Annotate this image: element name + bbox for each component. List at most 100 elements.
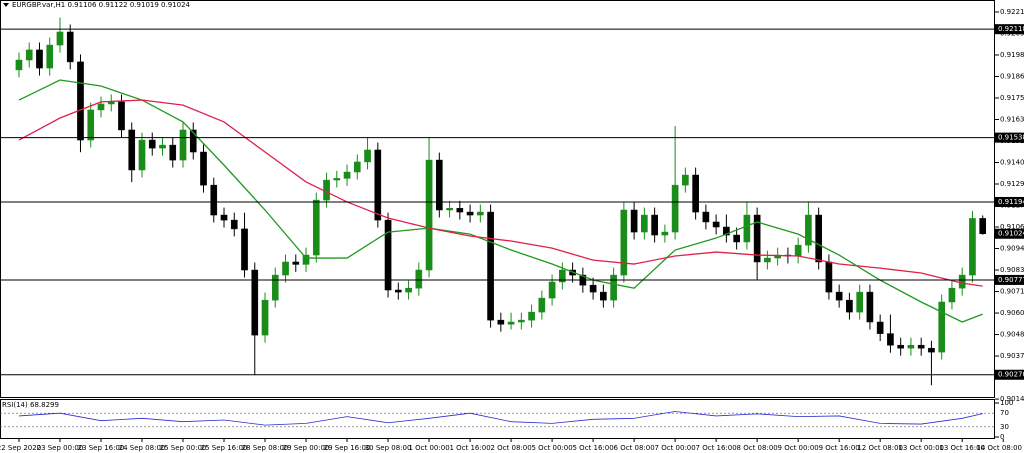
rsi-y-tick-label: 0 [1000, 433, 1004, 441]
candle-body [815, 214, 822, 263]
candle-body [753, 214, 761, 263]
candle-body [425, 159, 433, 271]
level-label: 0.91538 [998, 134, 1024, 142]
x-tick-label: 6 Oct 08:00 [614, 444, 655, 452]
candle-body [56, 31, 64, 46]
candle-body [364, 149, 371, 163]
candle-body [323, 179, 330, 201]
x-tick-label: 1 Oct 00:00 [408, 444, 449, 452]
candle-body [497, 319, 505, 325]
x-tick-label: 29 Sep 00:00 [283, 444, 330, 452]
x-tick-label: 22 Sep 2020 [0, 444, 41, 452]
candle-body [958, 274, 966, 289]
candle-body [548, 281, 556, 299]
candle-body [764, 257, 771, 263]
candle-body [25, 49, 33, 61]
level-label: 0.90777 [998, 276, 1024, 284]
y-tick-label: 0.90485 [1000, 331, 1024, 339]
rsi-name: RSI(14) [2, 401, 28, 409]
x-tick-label: 9 Oct 00:00 [778, 444, 819, 452]
y-tick-label: 0.91405 [1000, 159, 1024, 167]
candle-body [128, 129, 136, 171]
level-label: 0.91194 [998, 198, 1024, 206]
price-tag-box [995, 228, 1024, 239]
x-tick-label: 7 Oct 16:00 [696, 444, 737, 452]
candle-body [938, 301, 946, 353]
candle-body [251, 269, 259, 336]
candle-body [66, 31, 74, 63]
y-tick-label: 0.91865 [1000, 72, 1024, 80]
y-tick-label: 0.90945 [1000, 245, 1024, 253]
candle-body [394, 289, 402, 293]
candle-body [179, 129, 187, 161]
x-tick-label: 23 Sep 16:00 [78, 444, 125, 452]
candle-body [630, 209, 638, 233]
rsi-y-tick-label: 100 [1000, 399, 1013, 407]
level-label-box [995, 196, 1024, 207]
x-tick-label: 12 Oct 08:00 [857, 444, 903, 452]
candle-body [487, 211, 494, 321]
candle-body [917, 344, 925, 349]
candle-body [220, 214, 228, 221]
candle-body [118, 101, 125, 131]
x-tick-label: 24 Sep 08:00 [119, 444, 166, 452]
candle-body [405, 287, 412, 293]
candle-body [866, 291, 874, 323]
candle-body [466, 211, 474, 216]
candle-body [969, 218, 976, 276]
rsi-last: 68.8299 [30, 401, 59, 409]
candle-body [415, 269, 423, 289]
x-tick-label: 30 Sep 08:00 [365, 444, 412, 452]
chart-title: EURGBP.var,H1 0.91106 0.91122 0.91019 0.… [12, 1, 191, 9]
candle-body [271, 274, 279, 301]
candle-body [805, 214, 812, 246]
candle-body [518, 319, 525, 323]
rsi-y-tick-label: 30 [1000, 423, 1009, 431]
x-tick-label: 13 Oct 00:00 [898, 444, 944, 452]
last-open: 0.91106 [67, 1, 96, 9]
level-label: 0.92118 [998, 25, 1024, 33]
candle-body [36, 49, 43, 69]
candle-body [77, 61, 84, 141]
candle-body [907, 344, 915, 349]
candle-body [620, 209, 628, 276]
candle-body [97, 103, 105, 111]
candle-body [261, 299, 269, 336]
candle-body [825, 261, 833, 293]
candle-body [477, 211, 484, 216]
candle-body [928, 347, 935, 353]
candle-body [107, 101, 115, 105]
x-tick-label: 25 Sep 16:00 [201, 444, 248, 452]
candle-body [979, 218, 987, 234]
candle-body [230, 219, 238, 230]
candle-body [189, 129, 197, 153]
rsi-line [18, 411, 983, 426]
candle-body [312, 199, 320, 256]
x-tick-label: 1 Oct 16:00 [449, 444, 490, 452]
candle-body [835, 291, 843, 301]
x-tick-label: 25 Sep 00:00 [160, 444, 207, 452]
level-label-box [995, 369, 1024, 380]
rsi-title: RSI(14) 68.8299 [2, 401, 59, 409]
candle-body [353, 161, 361, 173]
candle-body [692, 174, 699, 213]
candle-body [138, 139, 146, 171]
last-low: 0.91019 [130, 1, 159, 9]
x-tick-label: 2 Oct 08:00 [490, 444, 531, 452]
candle-body [702, 211, 710, 223]
candle-body [712, 221, 720, 228]
candle-body [87, 109, 95, 141]
candle-body [887, 333, 894, 346]
candle-body [743, 214, 751, 243]
candle-body [897, 344, 905, 349]
price-tag: 0.91024 [998, 230, 1024, 238]
